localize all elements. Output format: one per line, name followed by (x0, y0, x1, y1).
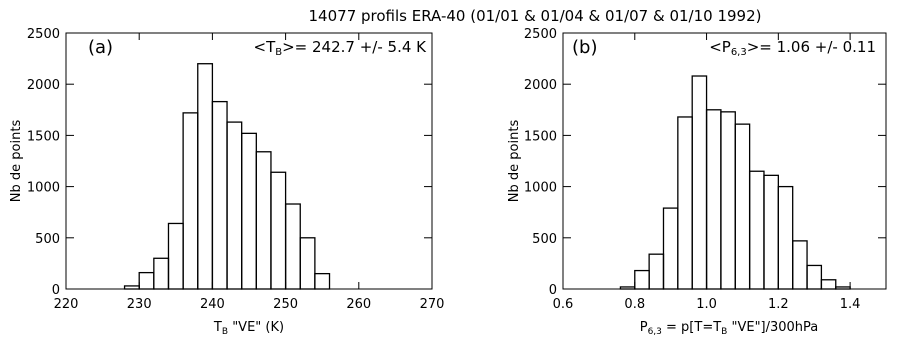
panel-b-bar (806, 264, 823, 290)
panel-a-frame (65, 32, 433, 290)
panel-b-xtick-label: 0.6 (553, 297, 574, 312)
panel-b-ylabel: Nb de points (507, 120, 522, 203)
panel-a-bar (241, 132, 257, 290)
panel-a-ylabel: Nb de points (9, 120, 24, 203)
panel-a-ytick-label: 2500 (27, 27, 60, 42)
panel-a-xtick-label: 260 (346, 297, 371, 312)
panel-a-bar (255, 151, 272, 290)
panel-a-xlabel: TB "VE" (K) (213, 320, 284, 337)
panel-a-label: (a) (88, 37, 113, 58)
panel-a-xtick-label: 240 (200, 297, 225, 312)
panel-a-ytick-label: 500 (35, 232, 60, 247)
panel-b-frame (562, 32, 887, 290)
panel-b-bar (734, 123, 751, 290)
panel-b-bar (777, 185, 794, 290)
panel-b-bar (720, 111, 736, 290)
panel-b-bar (748, 170, 765, 290)
panel-a-xtick-label: 230 (127, 297, 152, 312)
panel-b-xtick-label: 1.2 (768, 297, 789, 312)
panel-a-xtick-label: 270 (420, 297, 445, 312)
panel-b-bar (792, 240, 808, 290)
panel-b-ytick-label: 0 (549, 283, 557, 298)
panel-a-ytick-label: 0 (52, 283, 60, 298)
panel-a-axes: 220 230 240 250 260 270 0 500 1000 1500 2000 2500 (27, 27, 445, 312)
panel-a-xtick-label: 250 (273, 297, 298, 312)
panel-b-bar (691, 75, 708, 290)
panel-b-bar (662, 207, 679, 290)
panel-a-bar (153, 257, 170, 290)
panel-a-bar (270, 171, 287, 290)
panel-b-ytick-label: 500 (532, 232, 557, 247)
panel-b-ytick-label: 1500 (524, 129, 557, 144)
panel-b-xtick-label: 1.0 (696, 297, 717, 312)
panel-a-bar (284, 203, 301, 290)
panel-b-bar (820, 279, 837, 290)
panel-b-bar (677, 116, 693, 290)
panel-b-ytick-label: 1000 (524, 181, 557, 196)
panel-a-bars (66, 63, 432, 290)
figure-title: 14077 profils ERA-40 (01/01 & 01/04 & 01… (309, 7, 762, 25)
panel-b-ytick-label: 2500 (524, 27, 557, 42)
panel-b-bar (634, 269, 650, 290)
panel-b-annotation: <P6,3>= 1.06 +/- 0.11 (709, 38, 876, 58)
panel-b-bar (705, 109, 722, 290)
panel-a-bar (182, 112, 199, 290)
panel-a-bar (299, 237, 316, 290)
panel-a-bar (197, 63, 214, 290)
panel-b-axes: 0.6 0.8 1.0 1.2 1.4 0 500 1000 1500 2000 2500 (524, 27, 886, 312)
panel-a-bar (226, 121, 243, 290)
panel-a-bar (314, 272, 331, 290)
panel-a-ytick-label: 1500 (27, 129, 60, 144)
panel-a-xtick-label: 220 (54, 297, 79, 312)
panel-b-xtick-label: 1.4 (840, 297, 861, 312)
panel-a: 220 230 240 250 260 270 0 500 1000 1500 2000 2500 (… (9, 27, 444, 337)
panel-b-bar (763, 174, 779, 290)
panel-a-ytick-label: 1000 (27, 181, 60, 196)
panel-a-bar (211, 100, 228, 290)
panel-b-xtick-label: 0.8 (624, 297, 645, 312)
panel-a-ytick-label: 2000 (27, 78, 60, 93)
panel-b-xlabel: P6,3 = p[T=TB "VE"]/300hPa (640, 320, 819, 337)
panel-a-annotation: <TB>= 242.7 +/- 5.4 K (254, 38, 428, 58)
panel-b-ytick-label: 2000 (524, 78, 557, 93)
panel-b-bars (563, 75, 886, 290)
panel-a-bar (138, 271, 155, 290)
panel-a-bar (167, 222, 184, 290)
panel-b-bar (648, 253, 665, 290)
panel-b-label: (b) (572, 37, 597, 58)
